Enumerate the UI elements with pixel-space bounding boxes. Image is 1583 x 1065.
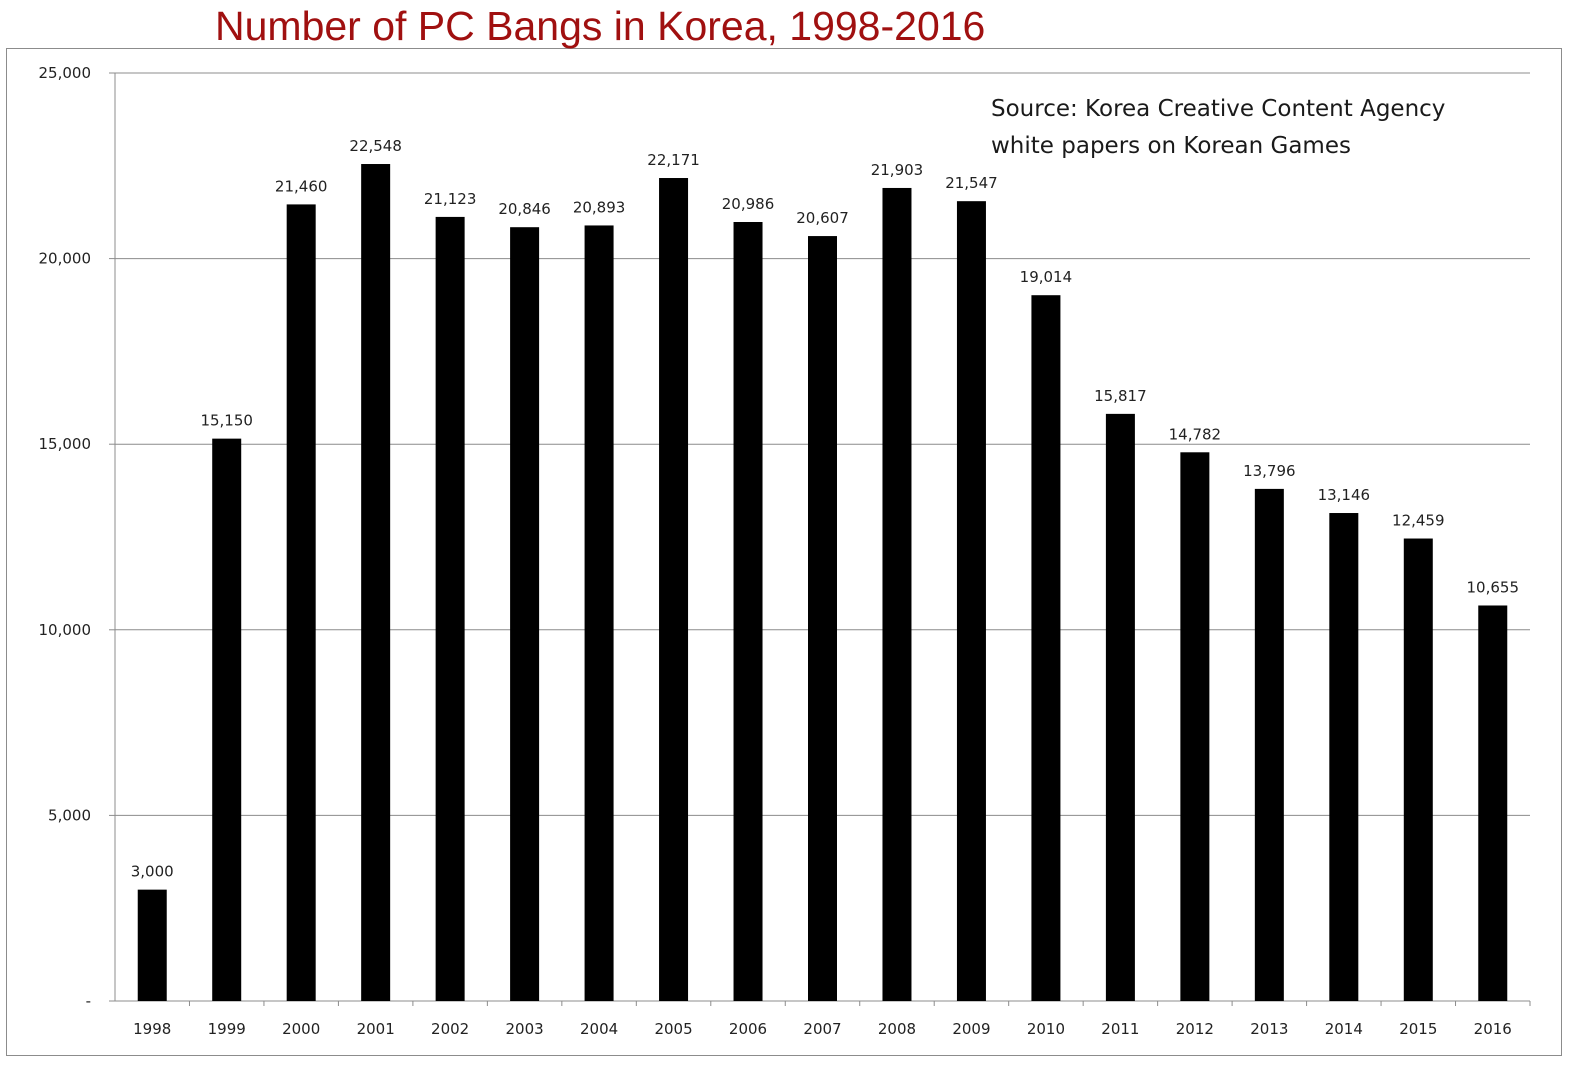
y-tick-label: 10,000 xyxy=(39,621,92,639)
bar-1998 xyxy=(137,889,167,1001)
bar-2011 xyxy=(1105,413,1135,1002)
data-label-2015: 12,459 xyxy=(1392,512,1445,530)
data-label-2003: 20,846 xyxy=(498,200,551,218)
bars xyxy=(137,164,1508,1002)
data-label-2001: 22,548 xyxy=(349,137,402,155)
x-tick-label-2000: 2000 xyxy=(282,1020,320,1038)
x-tick-label-2002: 2002 xyxy=(431,1020,469,1038)
y-tick-label: 15,000 xyxy=(39,435,92,453)
x-tick-label-2006: 2006 xyxy=(729,1020,767,1038)
bar-2005 xyxy=(659,178,689,1002)
x-tick-label-2010: 2010 xyxy=(1027,1020,1065,1038)
chart-frame xyxy=(6,48,1562,1056)
data-label-1999: 15,150 xyxy=(200,412,253,430)
x-tick-label-2009: 2009 xyxy=(952,1020,990,1038)
bar-1999 xyxy=(212,438,242,1002)
x-tick-label-2016: 2016 xyxy=(1474,1020,1512,1038)
bar-2015 xyxy=(1403,538,1433,1001)
data-label-2005: 22,171 xyxy=(647,151,700,169)
source-annotation: Source: Korea Creative Content Agency wh… xyxy=(991,96,1445,159)
bar-2014 xyxy=(1329,513,1359,1001)
data-label-1998: 3,000 xyxy=(131,863,174,881)
x-tick-label-2015: 2015 xyxy=(1399,1020,1437,1038)
x-tick-label-2011: 2011 xyxy=(1101,1020,1139,1038)
x-tick-label-2007: 2007 xyxy=(803,1020,841,1038)
bar-2000 xyxy=(286,204,316,1002)
data-label-2004: 20,893 xyxy=(573,198,626,216)
bar-2016 xyxy=(1478,605,1508,1001)
data-label-2009: 21,547 xyxy=(945,174,998,192)
data-label-2016: 10,655 xyxy=(1467,578,1520,596)
x-tick-label-2001: 2001 xyxy=(357,1020,395,1038)
y-tick-label: 20,000 xyxy=(39,250,92,268)
x-tick-label-1999: 1999 xyxy=(208,1020,246,1038)
x-tick-label-2005: 2005 xyxy=(654,1020,692,1038)
x-tick-label-2008: 2008 xyxy=(878,1020,916,1038)
bar-2012 xyxy=(1180,452,1210,1002)
data-label-2014: 13,146 xyxy=(1318,486,1371,504)
bar-2001 xyxy=(361,164,391,1001)
source-line-1: Source: Korea Creative Content Agency xyxy=(991,96,1445,122)
bar-2008 xyxy=(882,187,912,1002)
source-line-2: white papers on Korean Games xyxy=(991,133,1351,159)
data-label-2006: 20,986 xyxy=(722,195,775,213)
bar-2010 xyxy=(1031,295,1061,1001)
data-label-2013: 13,796 xyxy=(1243,462,1296,480)
data-label-2011: 15,817 xyxy=(1094,387,1147,405)
x-tick-label-2012: 2012 xyxy=(1176,1020,1214,1038)
bar-2004 xyxy=(584,225,614,1001)
data-label-2002: 21,123 xyxy=(424,190,477,208)
x-tick-label-1998: 1998 xyxy=(133,1020,171,1038)
data-label-2000: 21,460 xyxy=(275,177,328,195)
data-label-2007: 20,607 xyxy=(796,209,849,227)
x-tick-label-2004: 2004 xyxy=(580,1020,618,1038)
bar-2006 xyxy=(733,221,763,1001)
x-tick-label-2013: 2013 xyxy=(1250,1020,1288,1038)
x-tick-label-2003: 2003 xyxy=(506,1020,544,1038)
axes: - 5,000 10,000 15,000 20,000 25,000 1998 1999 20… xyxy=(39,64,1531,1038)
bar-2009 xyxy=(956,201,986,1001)
bar-2007 xyxy=(808,236,837,1001)
data-label-2012: 14,782 xyxy=(1169,425,1222,443)
data-labels: 3,000 15,150 21,460 22,548 21,123 20,846 20,89… xyxy=(131,137,1519,881)
bar-2003 xyxy=(510,227,540,1002)
y-tick-label: 5,000 xyxy=(48,806,91,824)
y-tick-label: - xyxy=(86,992,91,1010)
data-label-2008: 21,903 xyxy=(871,161,924,179)
bar-2002 xyxy=(435,216,465,1001)
chart-title: Number of PC Bangs in Korea, 1998-2016 xyxy=(215,3,986,49)
x-tick-label-2014: 2014 xyxy=(1325,1020,1363,1038)
bar-2013 xyxy=(1254,488,1284,1002)
data-label-2010: 19,014 xyxy=(1020,268,1073,286)
y-tick-label: 25,000 xyxy=(39,64,92,82)
